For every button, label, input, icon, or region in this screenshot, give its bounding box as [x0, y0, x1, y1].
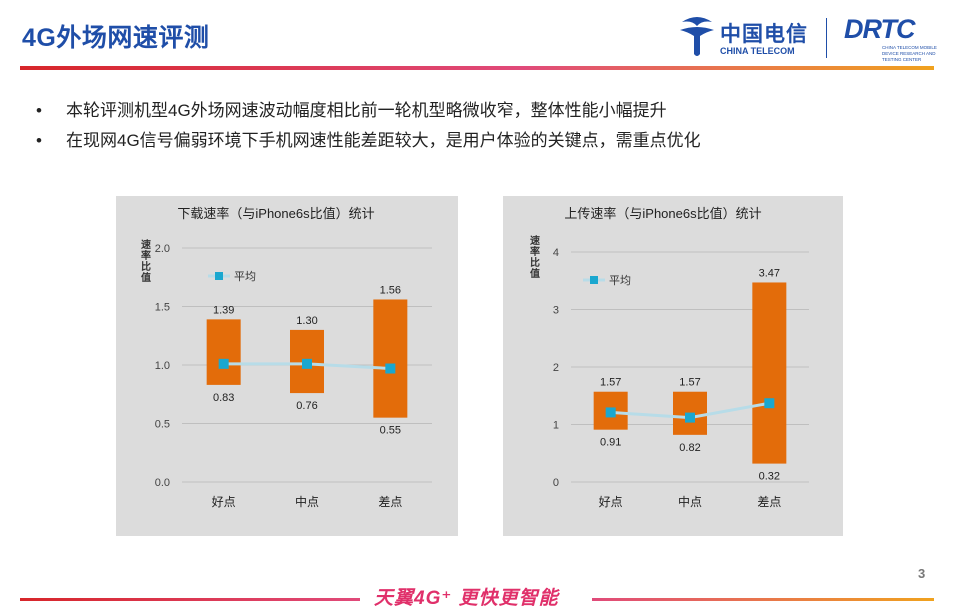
legend-label: 平均	[609, 274, 631, 287]
low-value-label: 0.32	[759, 471, 780, 483]
y-tick-label: 0	[553, 477, 559, 489]
drtc-logo: DRTC CHINA TELECOM MOBILE DEVICE RESEARC…	[842, 14, 942, 62]
footer-slogan: 天翼4G⁺ 更快更智能	[374, 588, 559, 609]
high-value-label: 1.57	[679, 377, 700, 389]
y-tick-label: 1.0	[155, 360, 170, 372]
x-tick-label: 差点	[757, 495, 781, 509]
high-value-label: 1.56	[380, 284, 401, 296]
average-marker	[605, 407, 616, 418]
average-marker	[685, 412, 695, 423]
y-tick-label: 2.0	[155, 243, 170, 255]
low-value-label: 0.55	[380, 425, 401, 437]
y-axis-label: 速率比值	[530, 234, 540, 280]
bullet-icon: •	[36, 131, 42, 150]
high-value-label: 1.30	[296, 315, 317, 327]
bullet-item: • 在现网4G信号偏弱环境下手机网速性能差距较大，是用户体验的关键点，需重点优化	[36, 126, 916, 156]
low-value-label: 0.91	[600, 437, 621, 449]
x-tick-label: 好点	[212, 495, 236, 509]
bullet-list: • 本轮评测机型4G外场网速波动幅度相比前一轮机型略微收窄，整体性能小幅提升 •…	[36, 96, 916, 156]
average-marker	[764, 398, 775, 409]
chart-title: 上传速率（与iPhone6s比值）统计	[564, 206, 761, 221]
logo-separator	[826, 18, 827, 58]
average-marker	[302, 358, 312, 369]
page-number: 3	[918, 566, 926, 581]
y-axis-label: 速率比值	[141, 238, 151, 284]
bullet-item: • 本轮评测机型4G外场网速波动幅度相比前一轮机型略微收窄，整体性能小幅提升	[36, 96, 916, 126]
high-value-label: 1.57	[600, 377, 621, 389]
legend-marker	[215, 272, 223, 280]
average-marker	[385, 363, 396, 374]
y-tick-label: 0.5	[155, 419, 170, 431]
x-tick-label: 中点	[295, 494, 319, 509]
y-tick-label: 4	[553, 247, 559, 259]
chart-title: 下载速率（与iPhone6s比值）统计	[177, 206, 374, 221]
low-value-label: 0.83	[213, 392, 234, 404]
page-title: 4G外场网速评测	[22, 24, 210, 52]
bullet-icon: •	[36, 101, 42, 120]
china-telecom-cn-text: 中国电信	[720, 23, 808, 46]
china-telecom-logo: 中国电信 CHINA TELECOM	[676, 14, 816, 62]
upload-chart-panel: 上传速率（与iPhone6s比值）统计速率比值 0 1 2 3 4 1.57 0.91 好点 1.…	[503, 196, 843, 536]
y-tick-label: 1	[553, 420, 559, 432]
bullet-text: 本轮评测机型4G外场网速波动幅度相比前一轮机型略微收窄，整体性能小幅提升	[66, 101, 667, 120]
high-value-label: 1.39	[213, 304, 234, 316]
footer-divider-left	[20, 598, 360, 601]
legend-marker	[590, 276, 598, 284]
y-tick-label: 3	[553, 305, 559, 317]
china-telecom-en-text: CHINA TELECOM	[720, 46, 795, 56]
average-marker	[218, 358, 229, 369]
x-tick-label: 差点	[378, 495, 402, 509]
download-chart-panel: 下载速率（与iPhone6s比值）统计速率比值 0.0 0.5 1.0 1.5 2.0 1.…	[116, 196, 458, 536]
low-value-label: 0.76	[296, 400, 317, 412]
x-tick-label: 中点	[678, 494, 702, 509]
drtc-logo-subtext: CHINA TELECOM MOBILE DEVICE RESEARCH AND…	[882, 45, 937, 62]
y-tick-label: 2	[553, 362, 559, 374]
bullet-text: 在现网4G信号偏弱环境下手机网速性能差距较大，是用户体验的关键点，需重点优化	[66, 131, 701, 150]
y-tick-label: 0.0	[155, 477, 170, 489]
x-tick-label: 好点	[599, 495, 623, 509]
drtc-logo-text: DRTC	[844, 14, 916, 44]
low-value-label: 0.82	[679, 442, 700, 454]
y-tick-label: 1.5	[155, 302, 170, 314]
range-bar	[752, 282, 787, 464]
high-value-label: 3.47	[759, 267, 780, 279]
footer-divider-right	[592, 598, 934, 601]
header-divider	[20, 66, 934, 70]
legend-label: 平均	[234, 270, 256, 283]
range-bar	[373, 299, 408, 418]
china-telecom-emblem-icon	[680, 17, 714, 56]
range-bar	[206, 319, 241, 385]
